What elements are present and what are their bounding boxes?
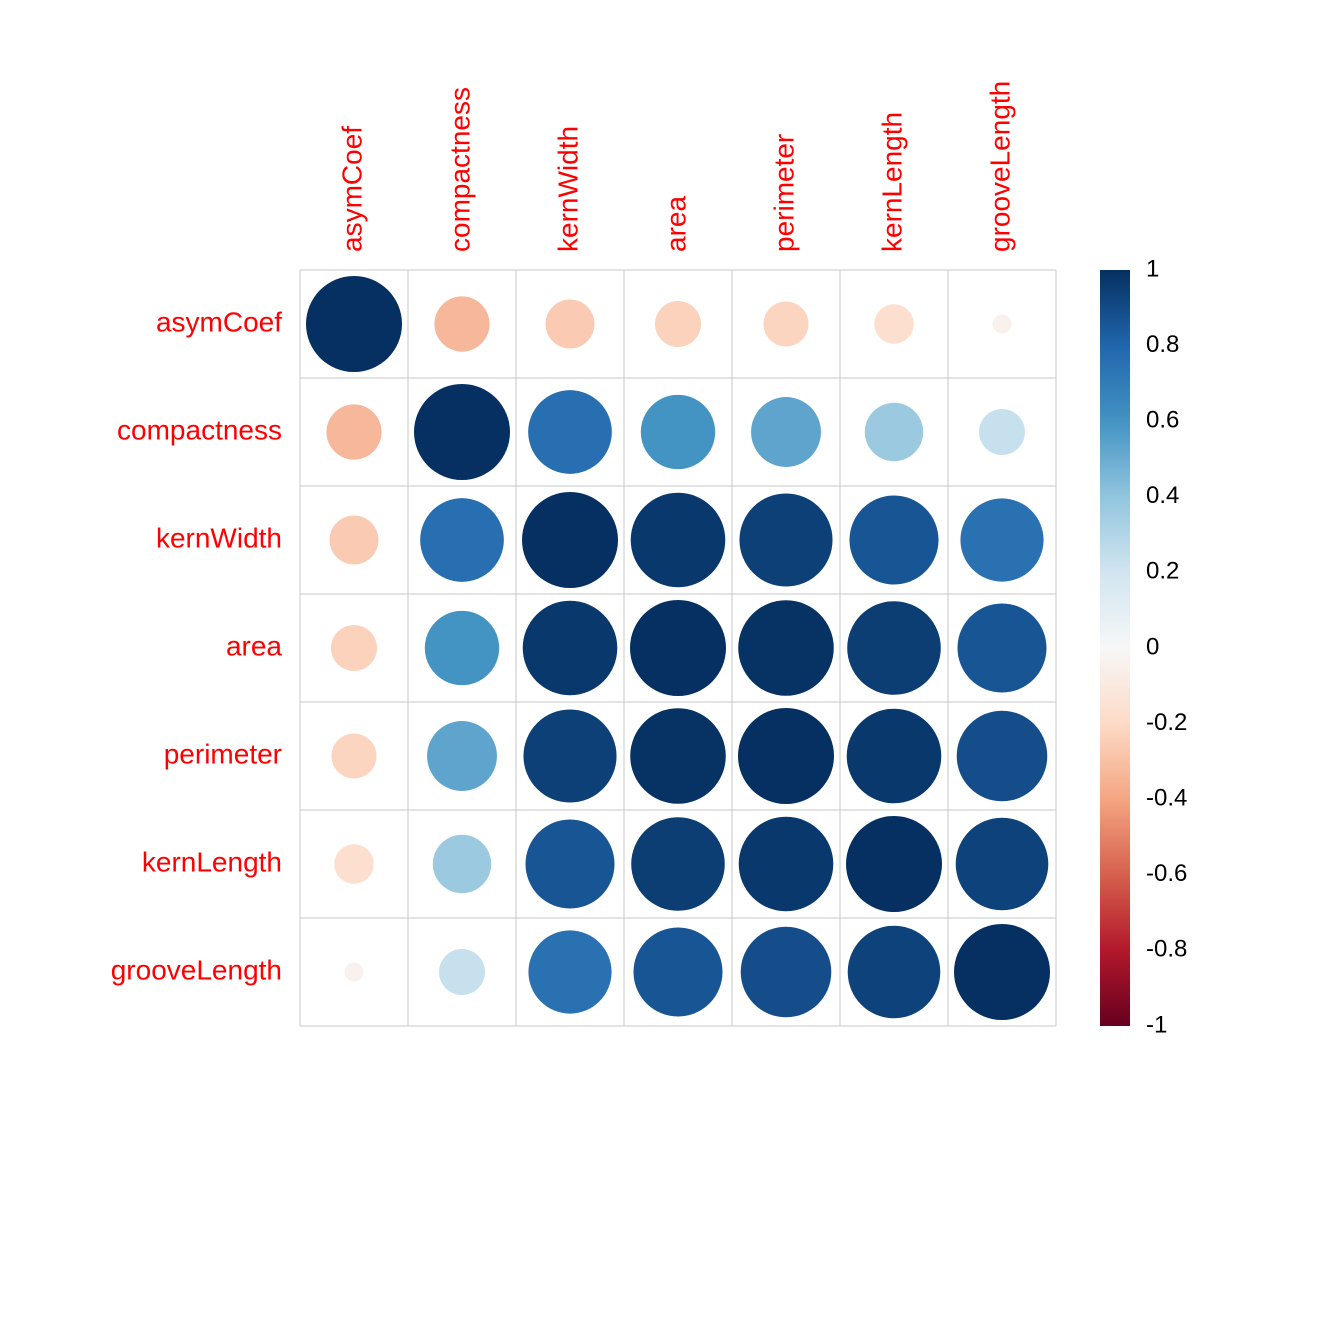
- corr-circle: [528, 930, 611, 1013]
- corr-circle: [631, 493, 726, 588]
- column-labels: asymCoef compactness kernWidth area perimete…: [336, 81, 1015, 252]
- corr-circle: [427, 721, 497, 791]
- colorbar: 1 0.8 0.6 0.4 0.2 0 -0.2 -0.4 -0.6 -0.8 -1: [1100, 255, 1187, 1038]
- corr-circle: [331, 625, 377, 671]
- corr-circle: [957, 603, 1046, 692]
- corr-circle: [433, 835, 491, 893]
- column-label: kernLength: [876, 112, 907, 252]
- row-label: area: [226, 630, 282, 661]
- row-labels: asymCoef compactness kernWidth area perimete…: [111, 306, 283, 985]
- chart-stage: asymCoef compactness kernWidth area perimete…: [0, 0, 1344, 1344]
- colorbar-tick-label: 1: [1146, 255, 1159, 282]
- corr-circle: [849, 495, 938, 584]
- corr-circle: [414, 384, 510, 480]
- corr-circle: [528, 390, 612, 474]
- corr-circle: [425, 611, 499, 685]
- column-label: compactness: [444, 87, 475, 252]
- corr-circle: [741, 927, 832, 1018]
- corr-circle: [848, 926, 941, 1019]
- corr-circle: [334, 844, 374, 884]
- corr-circle: [331, 733, 376, 778]
- colorbar-tick-label: -0.4: [1146, 785, 1187, 812]
- colorbar-tick-label: -0.2: [1146, 709, 1187, 736]
- corr-circle: [739, 493, 832, 586]
- corr-circle: [525, 819, 614, 908]
- corr-circle: [641, 395, 715, 469]
- colorbar-tick-label: -0.8: [1146, 936, 1187, 963]
- corr-circle: [655, 301, 701, 347]
- corr-circle: [630, 600, 726, 696]
- corr-circle: [546, 300, 595, 349]
- corr-circle: [306, 276, 402, 372]
- corr-circle: [631, 817, 725, 911]
- colorbar-tick-label: 0: [1146, 633, 1159, 660]
- corr-circle: [865, 403, 923, 461]
- colorbar-tick-label: 0.8: [1146, 331, 1179, 358]
- corr-circle: [960, 498, 1043, 581]
- corr-circle: [434, 296, 489, 351]
- colorbar-tick-label: 0.6: [1146, 407, 1179, 434]
- corr-circle: [522, 492, 618, 588]
- corr-circle: [738, 600, 834, 696]
- correlation-matrix-svg: asymCoef compactness kernWidth area perimete…: [0, 0, 1344, 1344]
- corr-circle: [439, 949, 485, 995]
- row-label: compactness: [117, 414, 282, 445]
- corr-circle: [957, 711, 1048, 802]
- corr-circle: [523, 601, 618, 696]
- corr-circle: [846, 816, 942, 912]
- corr-circle: [344, 962, 363, 981]
- row-label: kernWidth: [156, 522, 282, 553]
- corr-circle: [630, 708, 726, 804]
- row-label: asymCoef: [156, 306, 282, 337]
- corr-circle: [633, 927, 722, 1016]
- corr-circle: [992, 314, 1011, 333]
- corr-circle: [847, 601, 941, 695]
- row-label: kernLength: [142, 846, 282, 877]
- row-label: perimeter: [164, 738, 282, 769]
- row-label: grooveLength: [111, 954, 282, 985]
- corr-circle: [979, 409, 1025, 455]
- corr-circle: [739, 817, 834, 912]
- corr-circle: [523, 709, 616, 802]
- corr-circle: [874, 304, 914, 344]
- corr-circle: [330, 516, 379, 565]
- corr-circle: [847, 709, 942, 804]
- column-label: kernWidth: [552, 126, 583, 252]
- corr-circle: [763, 301, 808, 346]
- corr-circle: [738, 708, 834, 804]
- column-label: asymCoef: [336, 126, 367, 252]
- colorbar-tick-label: 0.4: [1146, 482, 1179, 509]
- column-label: perimeter: [768, 134, 799, 252]
- colorbar-tick-label: -0.6: [1146, 860, 1187, 887]
- corr-circle: [326, 404, 381, 459]
- colorbar-tick-label: 0.2: [1146, 558, 1179, 585]
- column-label: grooveLength: [984, 81, 1015, 252]
- corr-circle: [954, 924, 1050, 1020]
- column-label: area: [660, 196, 691, 252]
- corr-circle: [420, 498, 504, 582]
- corr-circle: [751, 397, 821, 467]
- corr-circle: [956, 818, 1049, 911]
- colorbar-tick-label: -1: [1146, 1011, 1167, 1038]
